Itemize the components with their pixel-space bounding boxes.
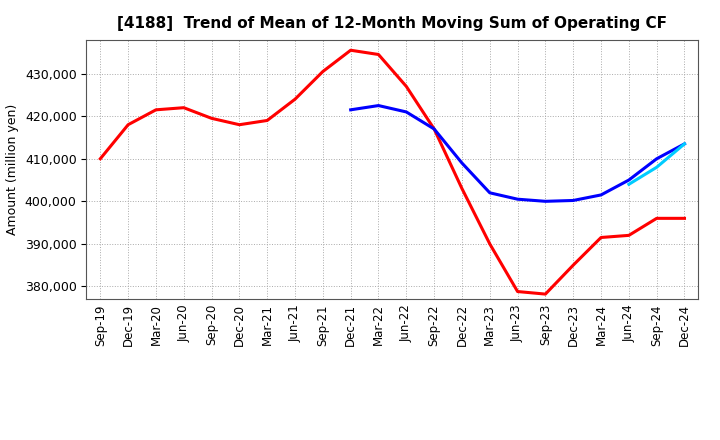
Title: [4188]  Trend of Mean of 12-Month Moving Sum of Operating CF: [4188] Trend of Mean of 12-Month Moving … (117, 16, 667, 32)
Y-axis label: Amount (million yen): Amount (million yen) (6, 104, 19, 235)
